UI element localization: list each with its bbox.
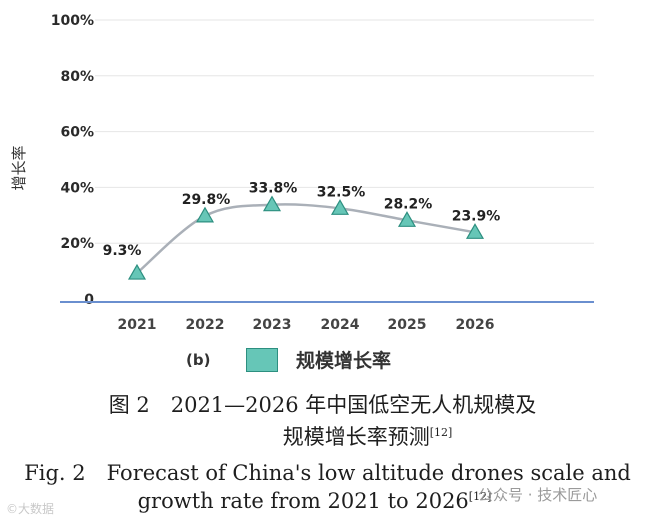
data-marker <box>465 223 485 239</box>
x-tick-label: 2021 <box>118 317 157 333</box>
data-markers: 9.3% 29.8% 33.8% 32.5% 28.2% 23.9% <box>103 181 501 280</box>
series-line <box>136 203 476 275</box>
legend-swatch <box>246 347 278 372</box>
data-label: 33.8% <box>249 181 298 197</box>
data-label: 32.5% <box>317 184 366 200</box>
data-marker <box>262 195 282 212</box>
watermark-left: ©大数据 <box>6 502 55 516</box>
data-marker <box>195 206 215 223</box>
y-axis-ticks: 100% 80% 60% 40% 20% 0 <box>51 13 95 308</box>
x-axis-ticks: 2021 2022 2023 2024 2025 2026 <box>118 317 495 333</box>
caption-zh-line2: 规模增长率预测[12] <box>45 421 645 451</box>
data-label: 9.3% <box>103 243 142 259</box>
data-label: 23.9% <box>452 208 501 224</box>
data-marker <box>127 263 147 280</box>
y-tick-label: 80% <box>60 69 94 85</box>
legend-label: 规模增长率 <box>296 350 392 372</box>
y-tick-label: 20% <box>60 236 94 252</box>
x-tick-label: 2024 <box>321 317 360 333</box>
y-tick-label: 40% <box>60 180 94 196</box>
data-label: 28.2% <box>384 196 433 212</box>
data-label: 29.8% <box>182 192 231 208</box>
data-marker <box>330 199 350 215</box>
legend: (b) 规模增长率 <box>186 346 391 373</box>
caption-zh-line2-text: 规模增长率预测 <box>282 425 430 449</box>
y-tick-label: 0 <box>84 292 94 308</box>
caption-zh-ref: [12] <box>429 426 453 439</box>
chart: 100% 80% 60% 40% 20% 0 增长率 9.3% 29.8% 33.8% 32.5… <box>10 13 594 333</box>
caption-en-line2-text: growth rate from 2021 to 2026 <box>137 489 469 513</box>
y-axis-label: 增长率 <box>10 145 28 190</box>
y-tick-label: 60% <box>60 125 94 141</box>
data-marker <box>397 211 417 227</box>
x-tick-label: 2026 <box>456 317 495 333</box>
caption-en-line1: Fig. 2 Forecast of China's low altitude … <box>24 461 631 485</box>
x-tick-label: 2022 <box>186 317 225 333</box>
x-tick-label: 2025 <box>388 317 427 333</box>
gridlines <box>95 19 594 244</box>
caption-en-ref: [12] <box>468 490 492 503</box>
y-tick-label: 100% <box>51 13 94 29</box>
caption-zh-line1: 图 2 2021—2026 年中国低空无人机规模及 <box>108 393 537 417</box>
x-tick-label: 2023 <box>253 317 292 333</box>
panel-tag: (b) <box>186 350 211 369</box>
watermark-right: 公众号 · 技术匠心 <box>478 486 598 504</box>
caption-en-line2: growth rate from 2021 to 2026[12] <box>0 489 637 513</box>
